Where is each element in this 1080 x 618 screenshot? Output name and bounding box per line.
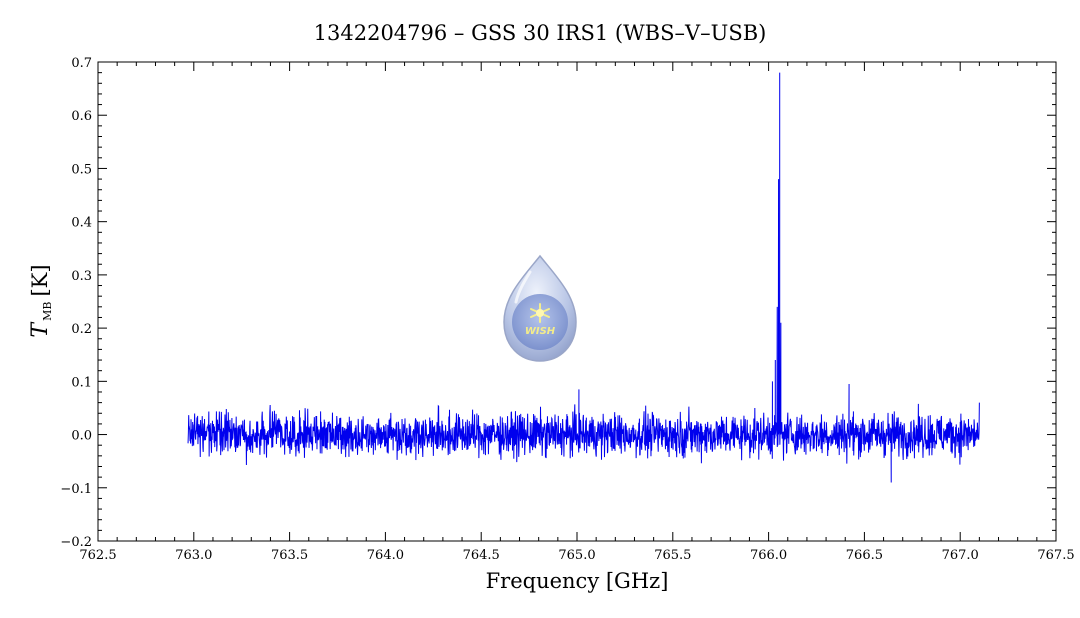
plot-frame <box>97 61 1057 542</box>
x-tick-label: 767.5 <box>1037 548 1074 563</box>
x-tick-label: 766.5 <box>846 548 883 563</box>
x-tick-label: 763.5 <box>271 548 308 563</box>
x-tick-label: 767.0 <box>942 548 979 563</box>
x-tick-label: 762.5 <box>79 548 116 563</box>
y-tick-label: 0.6 <box>71 109 92 124</box>
y-tick-label: 0.0 <box>71 429 92 444</box>
x-tick-labels: 762.5 763.0 763.5 764.0 764.5 765.0 765.5 766.0… <box>79 548 1074 563</box>
y-tick-label: 0.7 <box>71 56 92 71</box>
x-tick-label: 763.0 <box>175 548 212 563</box>
x-tick-label: 764.0 <box>367 548 404 563</box>
spectrum-series-line <box>187 72 980 483</box>
y-tick-label: −0.2 <box>60 535 92 550</box>
x-tick-label: 765.0 <box>558 548 595 563</box>
x-tick-label: 764.5 <box>463 548 500 563</box>
axis-ticks <box>97 61 1057 542</box>
chart-title: 1342204796 – GSS 30 IRS1 (WBS–V–USB) <box>314 21 767 45</box>
y-tick-labels: −0.2 −0.1 0.0 0.1 0.2 0.3 0.4 0.5 0.6 0.7 <box>60 56 92 550</box>
watermark-label: WISH <box>525 326 556 337</box>
y-tick-label: 0.5 <box>71 162 92 177</box>
x-tick-label: 766.0 <box>750 548 787 563</box>
x-axis-label: Frequency [GHz] <box>486 569 669 593</box>
y-axis-label-subscript: MB <box>41 302 54 321</box>
y-tick-label: 0.2 <box>71 322 92 337</box>
y-tick-label: 0.3 <box>71 269 92 284</box>
y-tick-label: 0.4 <box>71 216 92 231</box>
y-axis-label-main: T <box>28 321 53 338</box>
y-axis-label: TMB [K] <box>28 264 54 337</box>
y-tick-label: 0.1 <box>71 375 92 390</box>
wish-logo-icon: WISH <box>503 254 577 362</box>
y-axis-label-unit: [K] <box>28 264 52 296</box>
y-tick-label: −0.1 <box>60 482 92 497</box>
x-tick-label: 765.5 <box>654 548 691 563</box>
